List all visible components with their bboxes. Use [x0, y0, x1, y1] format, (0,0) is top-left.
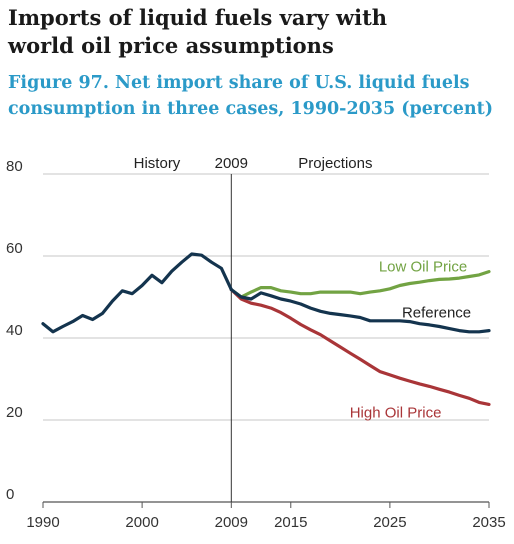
gridlines — [43, 173, 489, 421]
x-tick-label: 1990 — [26, 514, 59, 531]
x-tick-label: 2035 — [472, 514, 505, 531]
axes — [42, 174, 490, 508]
y-tick-label: 60 — [6, 240, 23, 257]
x-tick-label: 2025 — [373, 514, 406, 531]
chart-labels: 0 20 40 60 80 1990 2000 2009 2015 2025 2035 History… — [6, 155, 506, 531]
y-tick-label: 80 — [6, 158, 23, 175]
page-heading: Imports of liquid fuels vary with world … — [8, 4, 508, 60]
x-tick-label: 2015 — [274, 514, 307, 531]
series-line-reference — [229, 288, 491, 334]
series-label-low-oil-price: Low Oil Price — [379, 258, 467, 275]
section-label: Projections — [298, 155, 372, 172]
series-label-high-oil-price: High Oil Price — [350, 405, 442, 422]
series-label-reference: Reference — [402, 305, 471, 322]
line-chart: 0 20 40 60 80 1990 2000 2009 2015 2025 2035 History… — [6, 155, 506, 531]
figure-title-line-2: consumption in three cases, 1990-2035 (p… — [8, 99, 493, 119]
y-tick-label: 0 — [6, 486, 14, 503]
series-lines — [41, 252, 491, 406]
figure-title: Figure 97. Net import share of U.S. liqu… — [8, 70, 508, 122]
series-line-high-oil-price — [229, 288, 491, 406]
section-label: 2009 — [215, 155, 248, 172]
x-tick-label: 2000 — [125, 514, 158, 531]
series-line-low-oil-price — [229, 270, 491, 299]
x-tick-label: 2009 — [215, 514, 248, 531]
series-line-history — [41, 252, 233, 334]
section-label: History — [134, 155, 181, 172]
page-heading-line-2: world oil price assumptions — [8, 33, 334, 58]
page-heading-line-1: Imports of liquid fuels vary with — [8, 5, 388, 30]
y-tick-label: 20 — [6, 404, 23, 421]
figure-title-line-1: Figure 97. Net import share of U.S. liqu… — [8, 73, 470, 93]
y-tick-label: 40 — [6, 322, 23, 339]
